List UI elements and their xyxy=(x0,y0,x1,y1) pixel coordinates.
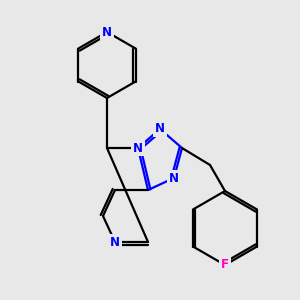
Text: N: N xyxy=(169,172,179,184)
Text: F: F xyxy=(221,259,229,272)
Text: N: N xyxy=(133,142,143,154)
Text: N: N xyxy=(110,236,120,248)
Text: N: N xyxy=(155,122,165,136)
Text: N: N xyxy=(102,26,112,38)
